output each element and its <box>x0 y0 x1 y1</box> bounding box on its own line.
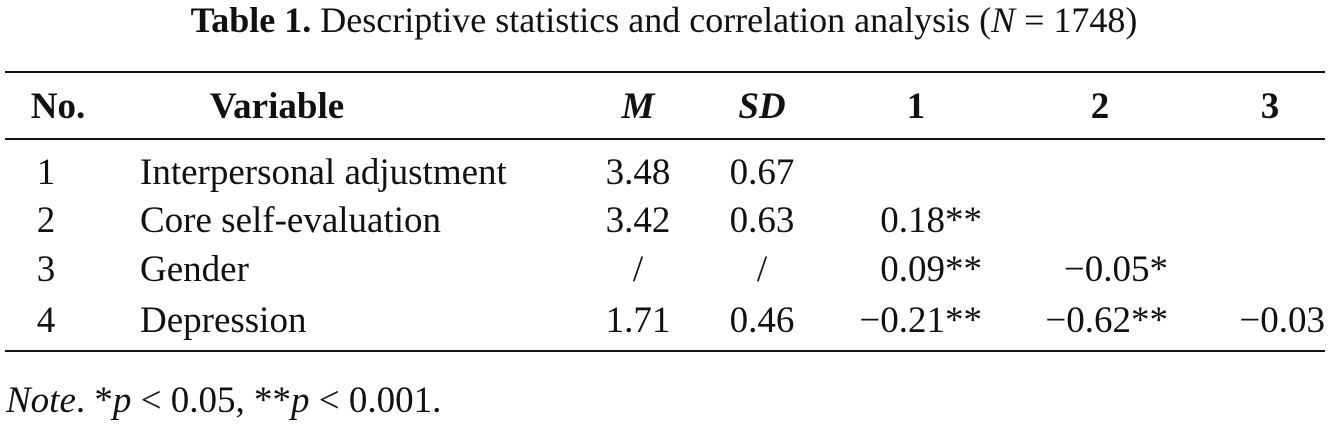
table-cell: 4 <box>36 300 56 341</box>
table-cell: 3.48 <box>605 152 671 193</box>
caption-text: N <box>991 0 1016 40</box>
column-header: No. <box>30 86 86 127</box>
table-cell: Gender <box>140 249 249 290</box>
table-cell: Core self-evaluation <box>140 200 442 241</box>
table-cell: Depression <box>140 300 307 341</box>
table-cell: −0.62** <box>1045 300 1168 341</box>
note: Note. *p < 0.05, **p < 0.001. <box>6 382 441 419</box>
table-cell: −0.21** <box>859 300 982 341</box>
table-cell: 0.09** <box>880 249 982 290</box>
note-text: < 0.001. <box>309 380 442 421</box>
table-cell: −0.03 <box>1239 300 1325 341</box>
table-cell: 0.18** <box>880 200 982 241</box>
caption-text: = 1748) <box>1015 0 1138 40</box>
column-header: 2 <box>1090 86 1110 127</box>
column-header: Variable <box>209 86 345 127</box>
note-text: < 0.05, ** <box>131 380 292 421</box>
note-text: . * <box>75 380 113 421</box>
table-cell: 3 <box>36 249 56 290</box>
table-cell: / <box>632 249 644 290</box>
table-cell: 1.71 <box>605 300 671 341</box>
column-header: SD <box>738 86 786 127</box>
note-text: p <box>112 380 132 421</box>
note-text: Note <box>6 380 76 421</box>
column-header: M <box>621 86 655 127</box>
top-rule <box>5 71 1325 73</box>
caption-label: Table 1. <box>190 0 312 40</box>
table-cell: 0.46 <box>729 300 795 341</box>
table-cell: / <box>756 249 768 290</box>
column-header: 1 <box>906 86 926 127</box>
caption-text: Descriptive statistics and correlation a… <box>320 0 992 40</box>
table-cell: 1 <box>36 152 56 193</box>
table-cell: 0.67 <box>729 152 795 193</box>
table-cell: 0.63 <box>729 200 795 241</box>
column-header: 3 <box>1260 86 1280 127</box>
bottom-rule <box>5 350 1325 352</box>
note-text: p <box>291 380 310 421</box>
table-cell: 2 <box>36 200 56 241</box>
caption: Table 1. Descriptive statistics and corr… <box>0 2 1328 38</box>
header-rule <box>5 138 1325 140</box>
table-cell: Interpersonal adjustment <box>140 152 507 193</box>
table-cell: 3.42 <box>605 200 671 241</box>
table-cell: −0.05* <box>1063 249 1168 290</box>
